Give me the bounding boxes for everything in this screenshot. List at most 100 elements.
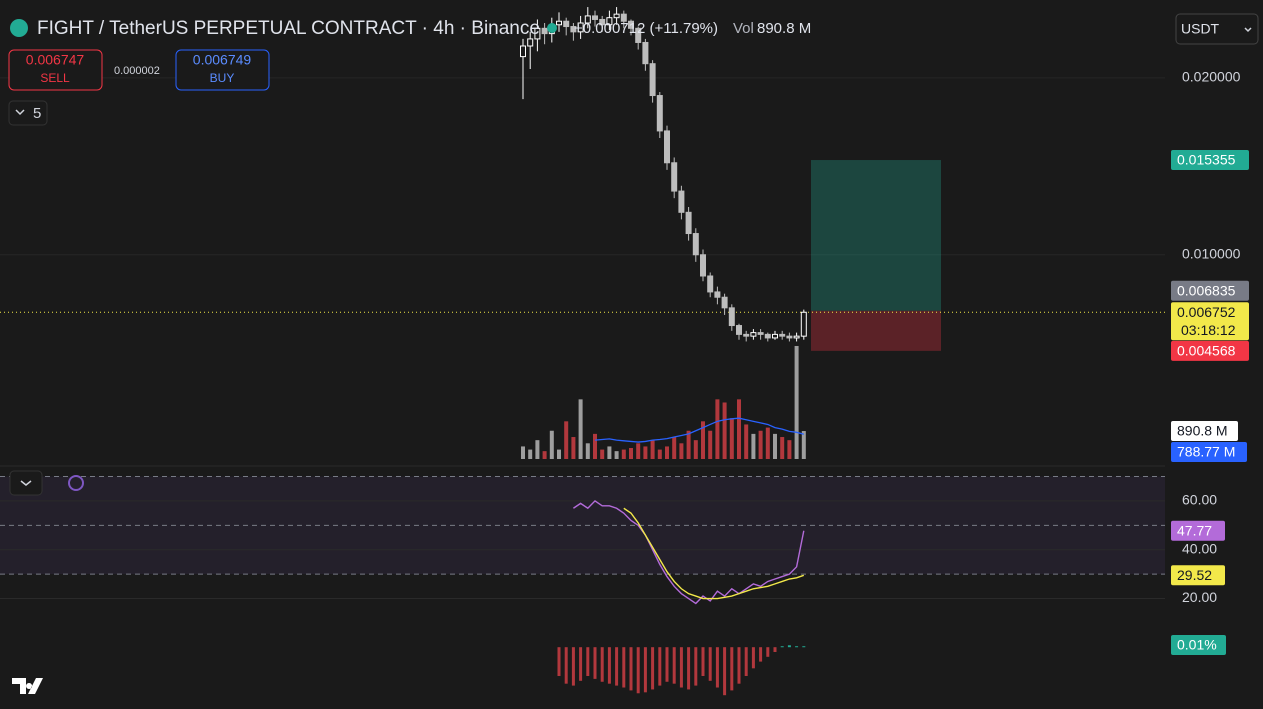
candle-body	[685, 211, 692, 235]
price-tag-label: 0.006752	[1177, 304, 1236, 320]
volume-bar	[758, 430, 763, 459]
candle-body	[520, 45, 526, 58]
oscillator-bar	[622, 647, 626, 688]
candle-body	[736, 325, 742, 335]
oscillator-bar	[679, 647, 683, 688]
buy-button[interactable]	[175, 49, 270, 91]
price-tag	[1171, 635, 1226, 655]
oscillator-bar	[723, 647, 727, 696]
volume-bar	[535, 440, 540, 459]
sell-price: 0.006747	[26, 52, 85, 68]
volume-bar	[607, 446, 612, 459]
candle-body	[592, 15, 598, 20]
y-tick-label: 40.00	[1182, 540, 1217, 556]
sell-button[interactable]	[8, 49, 103, 91]
price-tag	[1171, 340, 1249, 361]
candle-body	[721, 296, 728, 309]
oscillator-bar	[615, 647, 619, 686]
candle-body	[671, 162, 678, 192]
rsi-line	[623, 507, 805, 600]
logo	[12, 678, 43, 694]
candle-body	[714, 291, 721, 298]
volume-bar	[780, 437, 785, 459]
volume-bar	[722, 402, 727, 459]
oscillator-bar	[694, 647, 698, 686]
oscillator-bar	[759, 647, 763, 662]
oscillator-bar	[665, 647, 669, 682]
oscillator-bar	[687, 647, 691, 690]
volume-bar	[528, 449, 533, 459]
volume-bar	[629, 448, 633, 459]
indicator-icon[interactable]	[68, 475, 84, 491]
oscillator-bar	[629, 647, 633, 691]
candle-body	[692, 233, 699, 256]
countdown: 03:18:12	[1181, 322, 1236, 338]
volume-bar	[787, 440, 792, 459]
volume-bar	[593, 433, 597, 459]
y-tick-label: 20.00	[1182, 589, 1217, 605]
price-tag	[1171, 442, 1247, 463]
candle-body	[649, 63, 656, 97]
candle-body	[743, 333, 750, 337]
sell-label: SELL	[40, 71, 70, 85]
volume-value: 890.8 M	[757, 20, 811, 37]
candle-body	[556, 20, 562, 26]
candle-body	[577, 22, 584, 33]
volume-bar	[686, 430, 691, 459]
candle-body	[793, 335, 800, 339]
price-tag-label: 0.01%	[1177, 637, 1217, 653]
price-tag	[1171, 421, 1238, 442]
price-tag-label: 0.006835	[1177, 282, 1236, 298]
volume-bar	[672, 437, 677, 459]
oscillator-bar	[751, 647, 755, 669]
candle-body	[635, 27, 642, 43]
volume-bar	[765, 427, 770, 459]
chevron	[1244, 27, 1252, 33]
candle-body	[628, 20, 634, 29]
candle-body	[764, 333, 771, 339]
price-tag-label: 0.015355	[1177, 152, 1236, 168]
volume-bar	[729, 418, 734, 459]
candle-body	[707, 275, 714, 293]
volume-bar	[665, 446, 669, 459]
oscillator-bar	[730, 647, 734, 691]
oscillator-bar	[607, 647, 611, 684]
volume-bar	[773, 433, 777, 459]
oscillator-bar	[787, 645, 791, 648]
volume-bar	[578, 399, 583, 459]
oscillator-bar	[579, 647, 583, 681]
oscillator-bar	[557, 647, 561, 676]
oscillator-bar	[701, 647, 705, 676]
volume-label: Vol	[733, 20, 754, 37]
indicators-toggle[interactable]	[8, 100, 48, 126]
oscillator-bar	[643, 647, 647, 693]
candle-body	[534, 27, 541, 40]
oscillator-bar	[564, 647, 568, 684]
price-tag-label: 0.004568	[1177, 343, 1236, 359]
candle-body	[642, 41, 649, 65]
chevron	[15, 109, 25, 116]
collapse-button[interactable]	[9, 470, 43, 496]
candle-body	[786, 335, 793, 339]
rsi-line	[573, 500, 805, 605]
currency-select[interactable]	[1175, 13, 1259, 45]
candle-body	[779, 333, 786, 337]
candle-body	[541, 27, 548, 35]
candle-body	[750, 332, 757, 337]
y-tick-label: 0.020000	[1182, 69, 1241, 85]
candle-body	[728, 307, 735, 327]
oscillator-bar	[586, 647, 590, 676]
spread: 0.000002	[114, 65, 160, 77]
volume-bar	[744, 424, 749, 459]
volume-bar	[708, 430, 713, 459]
price-tag	[1171, 565, 1225, 586]
oscillator-bar	[795, 646, 799, 648]
price-change: +0.000712 (+11.79%)	[574, 20, 718, 37]
volume-bar	[693, 440, 698, 459]
oscillator-bar	[636, 647, 640, 694]
oscillator-bar	[744, 647, 748, 676]
candle-body	[772, 333, 778, 339]
candle-body	[599, 18, 606, 26]
volume-bar	[521, 446, 525, 459]
